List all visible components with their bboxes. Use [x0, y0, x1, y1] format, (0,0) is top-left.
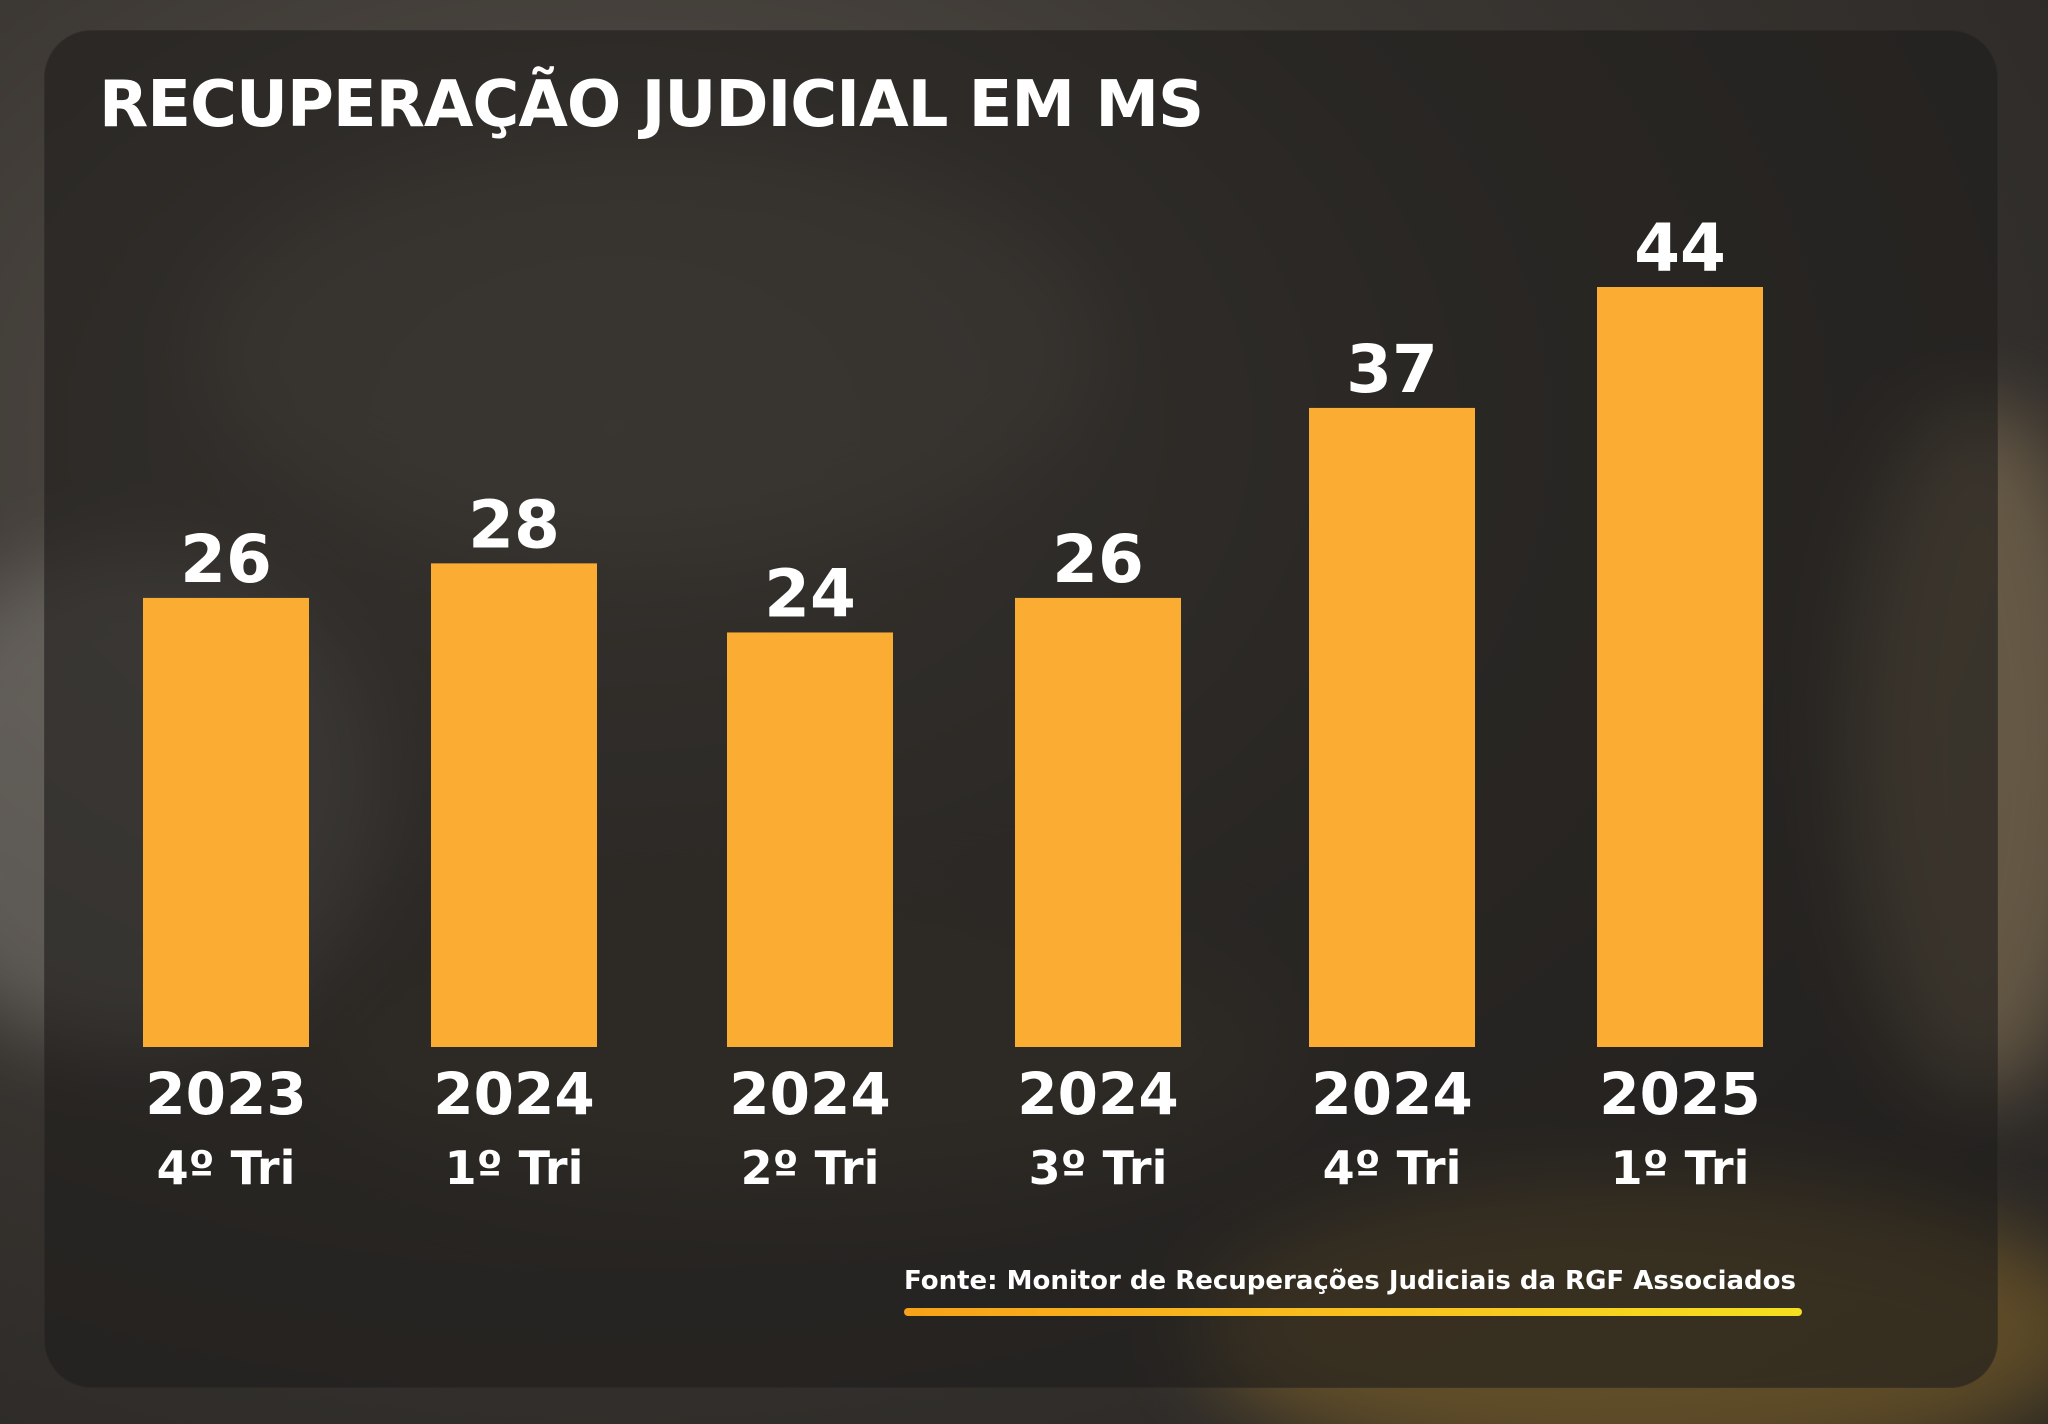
bar: [1309, 407, 1475, 1048]
category-quarter-label: 1º Tri: [445, 1141, 584, 1195]
bar: [1597, 287, 1763, 1047]
category-year-label: 2024: [1017, 1060, 1178, 1128]
bar: [143, 597, 309, 1047]
chart-title: RECUPERAÇÃO JUDICIAL EM MS: [99, 68, 1204, 142]
bar: [431, 563, 597, 1047]
bar-value-label: 37: [1346, 331, 1438, 408]
category-year-label: 2024: [433, 1060, 594, 1128]
category-year-label: 2025: [1599, 1060, 1760, 1128]
source-note: Fonte: Monitor de Recuperações Judiciais…: [904, 1266, 1796, 1296]
category-quarter-label: 4º Tri: [157, 1141, 296, 1195]
bar-value-label: 24: [764, 555, 856, 632]
category-year-label: 2024: [729, 1060, 890, 1128]
bar-value-label: 26: [1052, 521, 1144, 598]
bars-group: 26 2023 4º Tri 28 2024 1º Tri 24 2024 2º Tri 26 20…: [143, 210, 1763, 1195]
category-quarter-label: 1º Tri: [1611, 1141, 1750, 1195]
bar: [727, 632, 893, 1047]
category-year-label: 2024: [1311, 1060, 1472, 1128]
bar-value-label: 28: [468, 486, 560, 563]
category-quarter-label: 4º Tri: [1323, 1141, 1462, 1195]
source-underline: [904, 1308, 1802, 1316]
category-year-label: 2023: [145, 1060, 306, 1128]
category-quarter-label: 2º Tri: [741, 1141, 880, 1195]
category-quarter-label: 3º Tri: [1029, 1141, 1168, 1195]
bar-value-label: 26: [180, 521, 272, 598]
bar: [1015, 597, 1181, 1047]
bar-value-label: 44: [1634, 210, 1726, 287]
